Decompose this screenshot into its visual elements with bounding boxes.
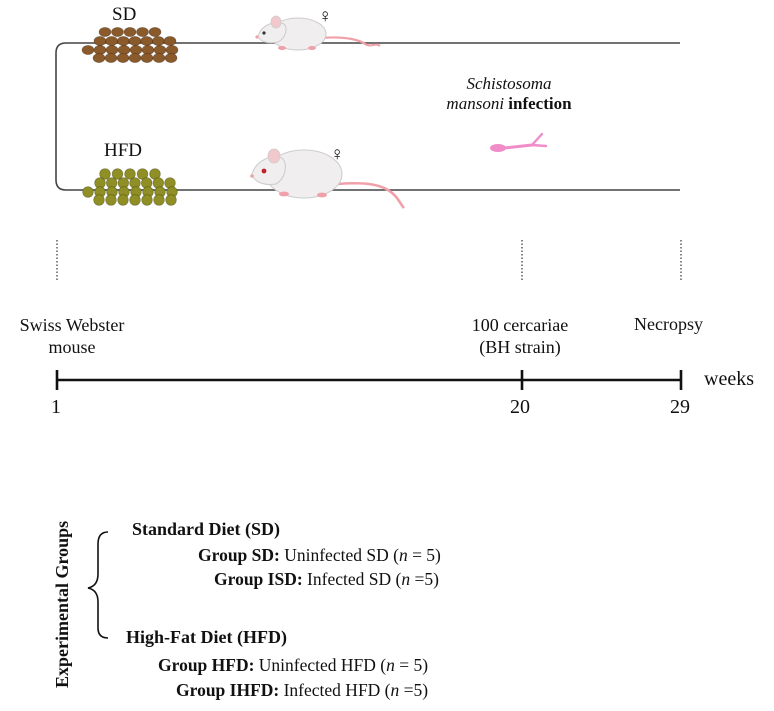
group-ihfd-name: Group IHFD:: [176, 680, 280, 700]
infection-label: Schistosoma mansoni infection: [444, 74, 574, 114]
pellet: [151, 36, 165, 47]
group-isd-desc: Infected SD (: [307, 569, 402, 589]
pellet: [124, 168, 136, 180]
infection-species: mansoni: [446, 94, 505, 113]
pellet: [165, 194, 177, 206]
infection-genus: Schistosoma: [466, 74, 552, 93]
group-ihfd-n-value: =5): [399, 680, 429, 700]
diet-bracket-line: [55, 42, 680, 191]
timeline-unit: weeks: [704, 368, 754, 390]
pellet: [153, 194, 165, 206]
infection-milestone-label: 100 cercariae (BH strain): [450, 314, 590, 358]
group-ihfd-desc: Infected HFD (: [283, 680, 391, 700]
infection-milestone-line2: (BH strain): [479, 337, 561, 357]
pellet: [148, 26, 162, 37]
group-isd-n-value: =5): [410, 569, 439, 589]
pellet: [136, 26, 149, 37]
pellet: [128, 53, 142, 64]
pellet: [105, 194, 117, 206]
pellet: [116, 36, 130, 47]
sd-pellets-icon: [81, 26, 179, 64]
pellet: [164, 53, 178, 64]
group-isd-name: Group ISD:: [214, 569, 303, 589]
group-isd-row: Group ISD: Infected SD (n =5): [214, 569, 439, 590]
tick-label-20: 20: [510, 396, 530, 418]
pellet: [105, 36, 119, 47]
pellet: [99, 168, 111, 180]
pellet: [123, 26, 137, 37]
group-hfd-n-value: = 5): [394, 655, 429, 675]
high-fat-diet-heading: High-Fat Diet (HFD): [126, 627, 287, 647]
group-hfd-name: Group HFD:: [158, 655, 255, 675]
pellet: [117, 194, 129, 206]
pellet: [93, 36, 107, 47]
necropsy-milestone-label: Necropsy: [634, 314, 703, 334]
pellet: [81, 45, 95, 56]
start-milestone-line2: mouse: [48, 337, 96, 357]
experimental-groups-title: Experimental Groups: [52, 520, 72, 688]
hfd-mouse-icon: [250, 148, 405, 209]
standard-diet-heading: Standard Diet (SD): [132, 519, 281, 539]
group-sd-name: Group SD:: [198, 545, 280, 565]
group-sd-n: n: [398, 545, 408, 565]
female-symbol-hfd: ♀: [330, 144, 345, 165]
pellet: [136, 168, 149, 180]
sd-label: SD: [112, 4, 137, 25]
pellet: [116, 53, 130, 64]
start-milestone-label: Swiss Webster mouse: [2, 314, 142, 358]
group-ihfd-row: Group IHFD: Infected HFD (n =5): [176, 680, 428, 701]
start-milestone-line1: Swiss Webster: [19, 315, 125, 335]
tick-label-29: 29: [670, 396, 690, 418]
group-sd-n-value: = 5): [407, 545, 441, 565]
pellet: [163, 36, 177, 47]
female-symbol-sd: ♀: [318, 6, 333, 27]
pellet: [98, 26, 112, 37]
pellet: [104, 53, 118, 64]
pellet: [140, 53, 154, 64]
group-ihfd-n: n: [390, 680, 400, 700]
tick-label-1: 1: [51, 396, 61, 418]
pellet: [93, 194, 105, 206]
group-isd-n: n: [401, 569, 411, 589]
group-hfd-desc: Uninfected HFD (: [258, 655, 387, 675]
pellet: [92, 53, 106, 64]
infection-milestone-line1: 100 cercariae: [471, 315, 569, 335]
group-hfd-n: n: [386, 655, 395, 675]
pellet: [141, 194, 153, 206]
hfd-pellets-icon: [82, 168, 178, 206]
pellet: [111, 26, 124, 37]
pellet: [129, 194, 141, 206]
group-hfd-row: Group HFD: Uninfected HFD (n = 5): [158, 655, 428, 676]
pellet: [152, 53, 166, 64]
hfd-label: HFD: [104, 140, 143, 161]
pellet: [140, 36, 154, 47]
group-sd-desc: Uninfected SD (: [284, 545, 399, 565]
pellet: [128, 36, 142, 47]
group-sd-row: Group SD: Uninfected SD (n = 5): [198, 545, 441, 566]
pellet: [111, 168, 124, 180]
infection-suffix: infection: [508, 94, 572, 113]
cercaria-icon: [490, 132, 548, 152]
groups-brace: [87, 531, 109, 639]
pellet: [82, 186, 94, 198]
sd-mouse-icon: [255, 15, 381, 51]
